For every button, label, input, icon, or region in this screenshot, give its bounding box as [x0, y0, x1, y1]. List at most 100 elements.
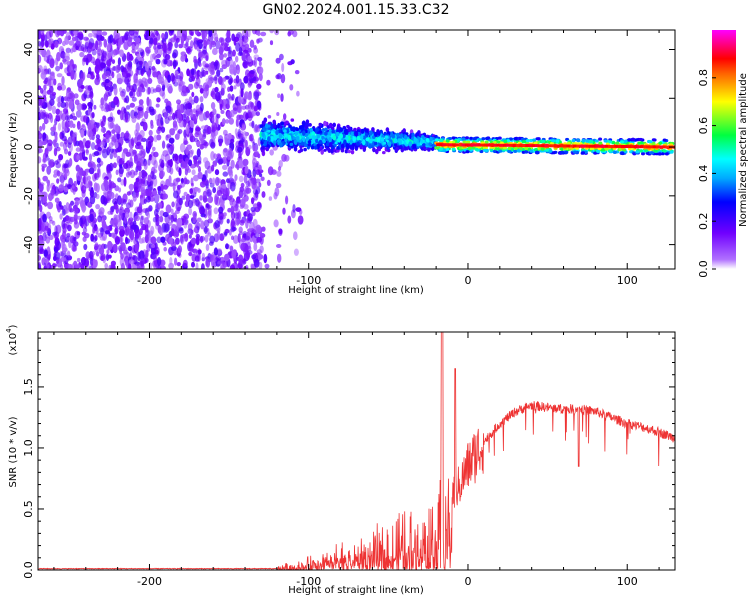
heatmap-cell	[507, 146, 512, 151]
heatmap-cell	[243, 92, 248, 100]
heatmap-cell	[662, 138, 667, 142]
heatmap-cell	[391, 134, 396, 139]
heatmap-cell	[318, 139, 323, 145]
heatmap-cell	[163, 222, 170, 233]
heatmap-cell	[576, 138, 580, 142]
heatmap-cell	[550, 141, 554, 146]
heatmap-cell	[644, 149, 649, 153]
heatmap-cell	[117, 57, 121, 67]
heatmap-cell	[264, 263, 270, 269]
heatmap-cell	[202, 60, 207, 67]
heatmap-cell	[109, 162, 114, 172]
heatmap-cell	[509, 143, 513, 147]
heatmap-cell	[231, 235, 234, 241]
heatmap-cell	[290, 126, 294, 132]
heatmap-cell	[620, 145, 625, 148]
heatmap-cell	[128, 259, 135, 265]
heatmap-cell	[149, 180, 154, 187]
heatmap-cell	[201, 67, 205, 77]
heatmap-cell	[374, 131, 378, 137]
heatmap-cell	[346, 144, 350, 150]
heatmap-cell	[230, 138, 235, 144]
heatmap-cell	[278, 129, 282, 134]
heatmap-cell	[643, 145, 647, 149]
heatmap-cell	[569, 144, 574, 148]
heatmap-cell	[352, 136, 357, 142]
heatmap-cell	[97, 167, 100, 175]
heatmap-cell	[247, 213, 253, 222]
heatmap-cell	[195, 236, 200, 246]
heatmap-cell	[360, 128, 365, 134]
heatmap-cell	[101, 53, 104, 62]
heatmap-cell	[524, 150, 529, 154]
heatmap-cell	[143, 170, 148, 180]
heatmap-cell	[94, 245, 99, 251]
heatmap-cell	[253, 105, 258, 112]
heatmap-cell	[205, 203, 209, 208]
heatmap-cell	[536, 137, 541, 141]
heatmap-cell	[68, 239, 72, 249]
heatmap-cell	[95, 134, 100, 140]
heatmap-cell	[61, 75, 65, 86]
heatmap-cell	[515, 143, 520, 147]
heatmap-cell	[183, 191, 188, 197]
heatmap-cell	[202, 45, 207, 55]
heatmap-cell	[49, 98, 55, 107]
heatmap-cell	[196, 148, 201, 158]
heatmap-cell	[92, 236, 97, 243]
heatmap-cell	[53, 78, 57, 86]
heatmap-cell	[96, 72, 100, 80]
heatmap-cell	[85, 57, 89, 66]
heatmap-cell	[200, 125, 207, 130]
heatmap-cell	[164, 116, 170, 124]
heatmap-cell	[229, 245, 234, 253]
heatmap-cell	[73, 206, 77, 212]
heatmap-cell	[240, 88, 244, 98]
heatmap-cell	[110, 50, 116, 58]
heatmap-cell	[324, 131, 328, 136]
heatmap-cell	[215, 91, 221, 102]
heatmap-cell	[215, 196, 221, 206]
heatmap-cell	[210, 151, 215, 161]
heatmap-cell	[662, 149, 667, 153]
heatmap-cell	[512, 143, 517, 147]
heatmap-cell	[198, 50, 203, 59]
heatmap-cell	[376, 137, 381, 143]
heatmap-cell	[42, 195, 48, 204]
heatmap-cell	[49, 58, 55, 69]
heatmap-cell	[412, 144, 417, 149]
heatmap-cell	[131, 48, 136, 54]
heatmap-cell	[640, 145, 644, 149]
heatmap-cell	[192, 215, 197, 224]
snr-line-layer	[38, 332, 675, 570]
heatmap-cell	[404, 134, 408, 140]
heatmap-cell	[247, 55, 252, 63]
heatmap-cell	[71, 47, 76, 53]
heatmap-cell	[210, 133, 217, 140]
heatmap-cell	[107, 119, 114, 130]
heatmap-cell	[113, 86, 118, 96]
snr-x-tick-label: 100	[617, 575, 638, 588]
heatmap-cell	[249, 39, 255, 48]
heatmap-cell	[231, 33, 236, 42]
heatmap-cell	[38, 254, 41, 262]
heatmap-cell	[238, 175, 244, 183]
heatmap-cell	[126, 238, 130, 244]
heatmap-cell	[63, 167, 69, 174]
heatmap-cell	[102, 72, 106, 82]
heatmap-cell	[40, 30, 45, 35]
heatmap-cell	[238, 254, 244, 261]
heatmap-cell	[277, 253, 282, 263]
heatmap-cell	[275, 182, 282, 189]
heatmap-cell	[38, 148, 43, 154]
heatmap-cell	[183, 43, 187, 49]
heatmap-cell	[614, 144, 618, 148]
heatmap-cell	[63, 254, 69, 265]
heatmap-cell	[76, 171, 83, 182]
heatmap-cell	[38, 177, 41, 185]
heatmap-cell	[40, 38, 45, 48]
heatmap-cell	[589, 147, 594, 151]
heatmap-cell	[82, 176, 86, 184]
heatmap-cell	[181, 195, 186, 200]
heatmap-cell	[200, 220, 205, 230]
